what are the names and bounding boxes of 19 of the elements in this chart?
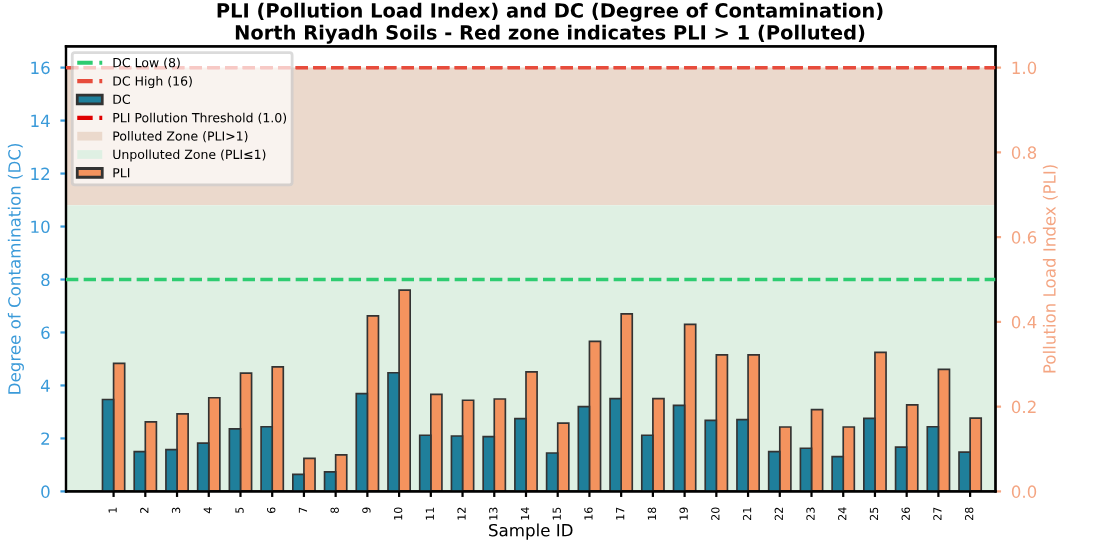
y-tick-label: 6 <box>41 326 50 340</box>
y-tick-label: 8 <box>41 273 50 287</box>
x-axis-title: Sample ID <box>489 523 573 540</box>
y2-tick-label: 0.4 <box>1011 315 1037 329</box>
y2-tick-label: 0.8 <box>1011 146 1037 159</box>
y-tick-label: 14 <box>31 114 50 127</box>
y-tick-label: 12 <box>31 167 50 180</box>
y2-tick-label: 0.6 <box>1011 231 1037 244</box>
y2-tick-label: 0.2 <box>1011 400 1036 414</box>
y-axis-title: Degree of Contamination (DC) <box>7 143 24 394</box>
y-tick-label: 10 <box>31 220 50 234</box>
y-tick-label: 2 <box>41 432 50 445</box>
y2-axis-title: Pollution Load Index (PLI) <box>1042 165 1058 373</box>
y2-tick-label: 0.0 <box>1011 485 1037 498</box>
chart-title: PLI (Pollution Load Index) and DC (Degree of Contamination) North Riyadh Soils - Red zone indicates PLI > 1 (Polluted) <box>217 2 883 44</box>
y2-tick-label: 1.0 <box>1012 61 1037 75</box>
y-tick-label: 16 <box>31 61 50 75</box>
y-tick-label: 4 <box>40 379 50 392</box>
y-tick-label: 0 <box>41 485 50 498</box>
